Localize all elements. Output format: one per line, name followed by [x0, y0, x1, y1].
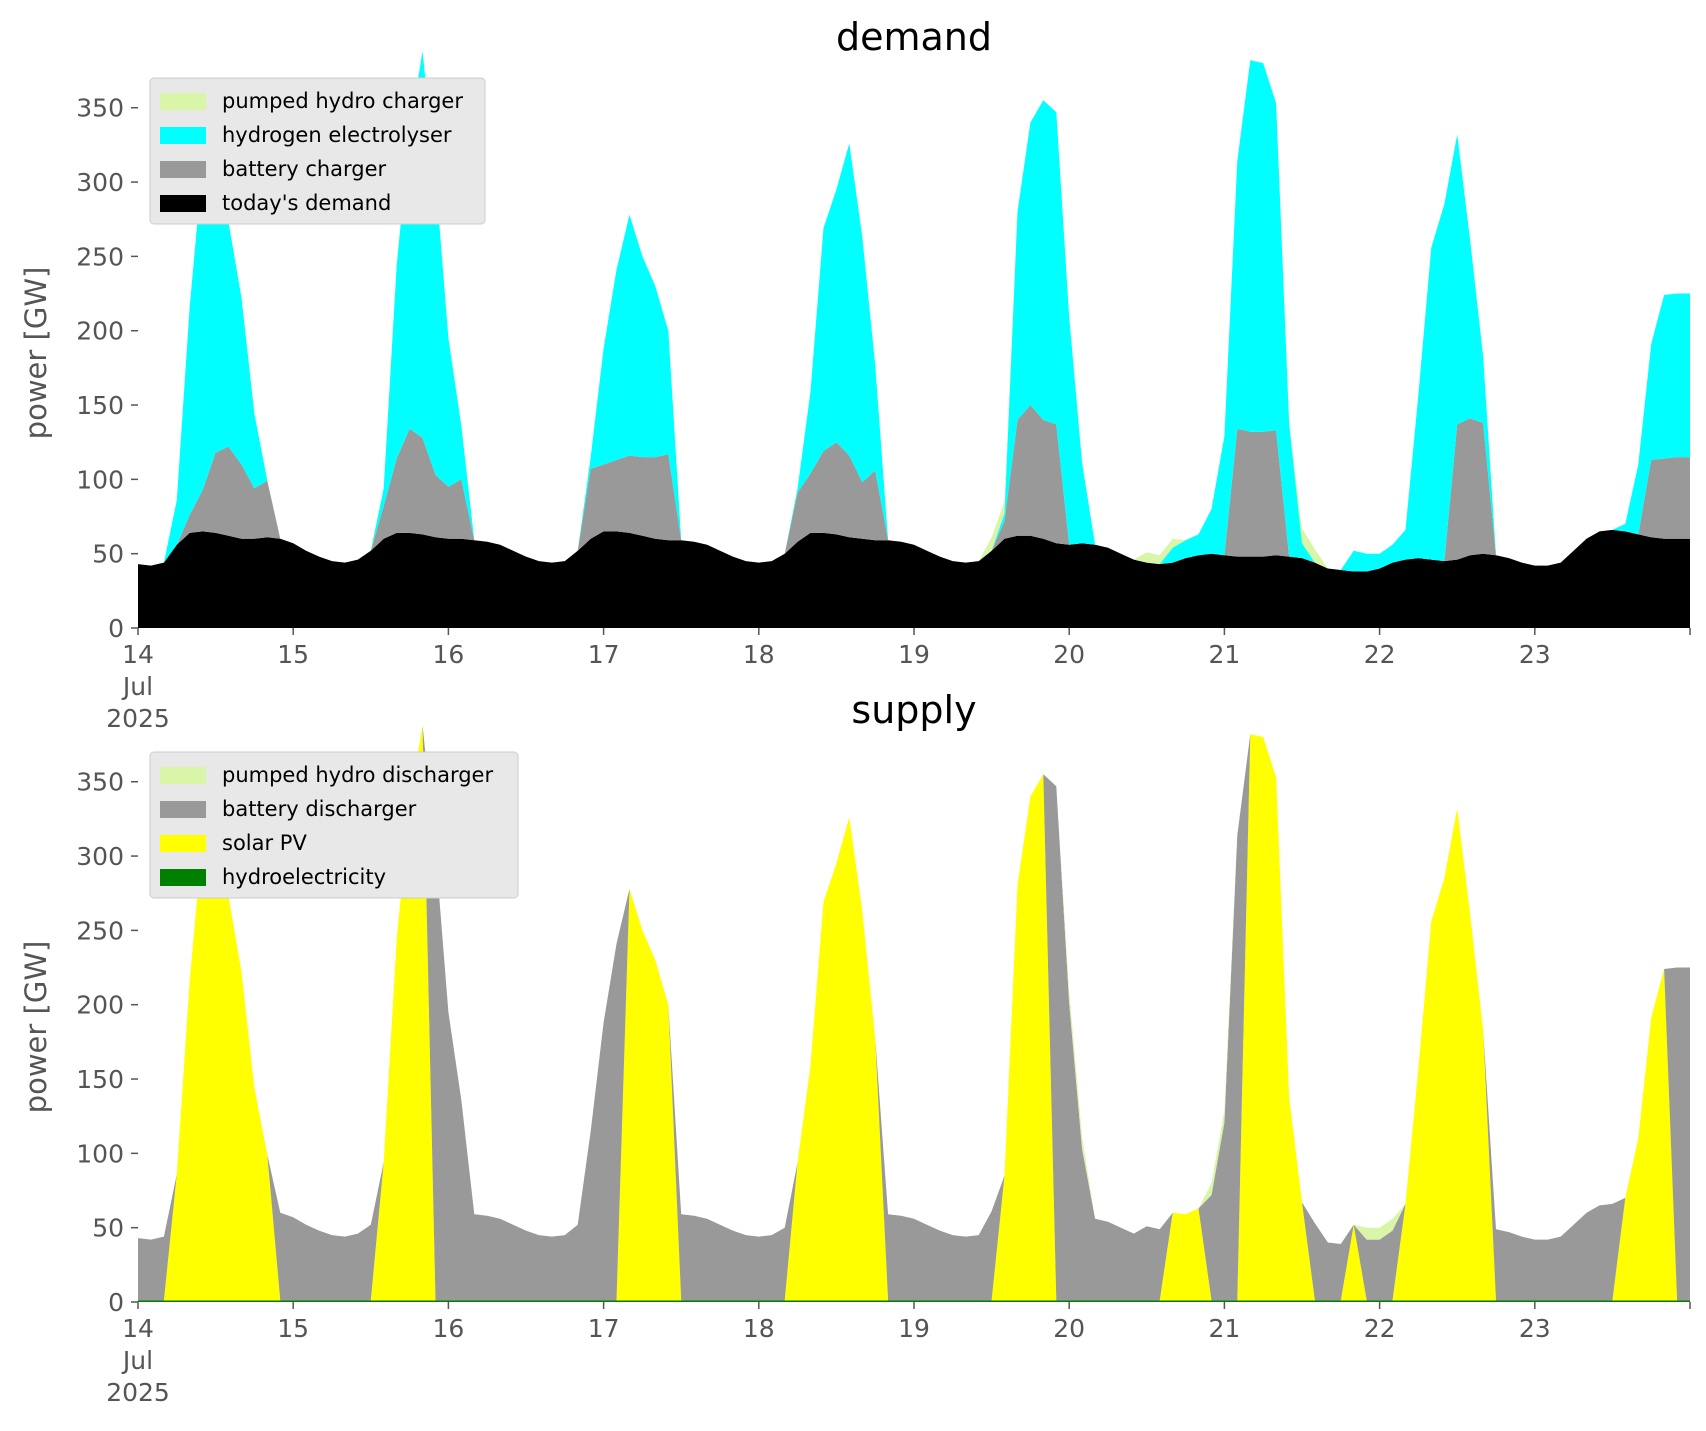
legend-swatch — [160, 835, 206, 852]
y-tick-label: 300 — [76, 168, 124, 197]
x-tick-label: 16 — [432, 1314, 464, 1343]
legend-box — [149, 751, 519, 899]
x-tick-label: 17 — [588, 1314, 620, 1343]
x-tick-label: 14 — [122, 1314, 154, 1343]
y-tick-label: 350 — [76, 94, 124, 123]
supply-chart: supply 0 50 100 150 200 250 300 350 14 Jul 2025 15 16… — [19, 688, 1691, 1407]
area-battery-discharger — [138, 725, 1690, 1301]
area-today-s-demand — [138, 529, 1690, 628]
x-tick-sublabel: 2025 — [106, 704, 170, 733]
y-tick-label: 50 — [92, 1214, 124, 1243]
legend-label: pumped hydro charger — [222, 89, 463, 113]
y-tick-label: 350 — [76, 768, 124, 797]
x-tick-label: 19 — [898, 640, 930, 669]
legend-label: solar PV — [222, 831, 307, 855]
legend-box — [149, 77, 486, 225]
area-battery-charger — [138, 405, 1690, 572]
legend-label: hydrogen electrolyser — [222, 123, 452, 147]
x-tick-label: 18 — [743, 640, 775, 669]
x-tick-label: 15 — [277, 640, 309, 669]
x-tick-label: 14 — [122, 640, 154, 669]
x-tick-label: 21 — [1208, 640, 1240, 669]
y-tick-label: 250 — [76, 916, 124, 945]
x-tick-label: 16 — [432, 640, 464, 669]
legend-swatch — [160, 767, 206, 784]
x-tick-label: 22 — [1364, 640, 1396, 669]
y-tick-label: 100 — [76, 465, 124, 494]
x-tick-label: 23 — [1519, 640, 1551, 669]
x-tick-label: 20 — [1053, 1314, 1085, 1343]
y-tick-label: 200 — [76, 317, 124, 346]
legend-swatch — [160, 801, 206, 818]
x-tick-sublabel: Jul — [121, 672, 153, 701]
x-tick-label: 18 — [743, 1314, 775, 1343]
legend-swatch — [160, 161, 206, 178]
legend-label: pumped hydro discharger — [222, 763, 493, 787]
y-axis-label: power [GW] — [19, 941, 53, 1114]
area-hydroelectricity — [138, 1300, 1690, 1302]
legend-swatch — [160, 869, 206, 886]
x-tick-label: 19 — [898, 1314, 930, 1343]
y-tick-label: 0 — [108, 1288, 124, 1317]
x-tick-label: 15 — [277, 1314, 309, 1343]
legend-swatch — [160, 93, 206, 110]
y-tick-label: 150 — [76, 1065, 124, 1094]
y-tick-label: 0 — [108, 614, 124, 643]
legend-swatch — [160, 127, 206, 144]
legend-label: battery discharger — [222, 797, 417, 821]
x-tick-label: 23 — [1519, 1314, 1551, 1343]
y-axis-label: power [GW] — [19, 267, 53, 440]
legend-label: hydroelectricity — [222, 865, 386, 889]
legend-label: today's demand — [222, 191, 391, 215]
y-tick-label: 50 — [92, 540, 124, 569]
demand-chart: demand 0 50 100 150 200 250 300 350 14 Jul 2025 15 16… — [19, 15, 1691, 733]
legend-swatch — [160, 195, 206, 212]
y-tick-label: 100 — [76, 1139, 124, 1168]
y-tick-label: 150 — [76, 391, 124, 420]
x-tick-label: 17 — [588, 640, 620, 669]
legend-label: battery charger — [222, 157, 387, 181]
x-tick-sublabel: Jul — [121, 1346, 153, 1375]
y-tick-label: 250 — [76, 242, 124, 271]
x-tick-label: 21 — [1208, 1314, 1240, 1343]
chart-title: demand — [836, 15, 992, 59]
y-tick-label: 300 — [76, 842, 124, 871]
x-tick-sublabel: 2025 — [106, 1378, 170, 1407]
chart-title: supply — [851, 688, 976, 732]
x-tick-label: 22 — [1364, 1314, 1396, 1343]
x-tick-label: 20 — [1053, 640, 1085, 669]
y-tick-label: 200 — [76, 991, 124, 1020]
